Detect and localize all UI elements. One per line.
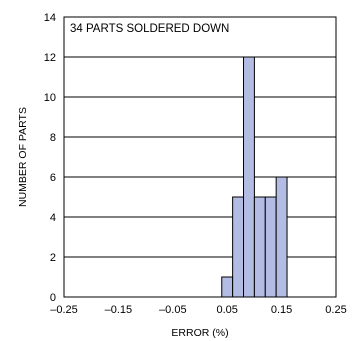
x-tick-label-0: –0.25 xyxy=(50,304,78,316)
x-tick-label-2: –0.05 xyxy=(159,304,187,316)
y-tick-label-5: 10 xyxy=(44,92,56,104)
chart-annotation: 34 PARTS SOLDERED DOWN xyxy=(70,23,229,35)
bar-5 xyxy=(275,176,288,298)
x-tick-label-3: 0.05 xyxy=(216,304,237,316)
y-tick-label-2: 4 xyxy=(50,212,56,224)
grid-lines xyxy=(64,56,336,258)
y-axis-label: NUMBER OF PARTS xyxy=(17,107,29,207)
x-tick-label-4: 0.15 xyxy=(271,304,292,316)
y-tick-labels: 0 2 4 6 8 10 12 14 xyxy=(44,12,56,304)
x-axis-label: ERROR (%) xyxy=(171,327,228,339)
y-tick-label-0: 0 xyxy=(50,292,56,304)
y-tick-label-6: 12 xyxy=(44,52,56,64)
bar-1 xyxy=(232,196,245,298)
bar-0 xyxy=(221,276,234,298)
plot-frame xyxy=(63,16,337,298)
x-tick-label-5: 0.25 xyxy=(325,304,346,316)
bar-3 xyxy=(253,196,266,298)
y-tick-label-3: 6 xyxy=(50,172,56,184)
bar-2 xyxy=(243,56,255,298)
y-tick-label-4: 8 xyxy=(50,132,56,144)
x-tick-label-1: –0.15 xyxy=(105,304,133,316)
bar-4 xyxy=(264,196,277,298)
y-tick-label-1: 2 xyxy=(50,252,56,264)
x-tick-labels: –0.25 –0.15 –0.05 0.05 0.15 0.25 xyxy=(50,304,346,316)
annotation-background xyxy=(65,19,247,36)
y-tick-label-7: 14 xyxy=(44,12,56,24)
